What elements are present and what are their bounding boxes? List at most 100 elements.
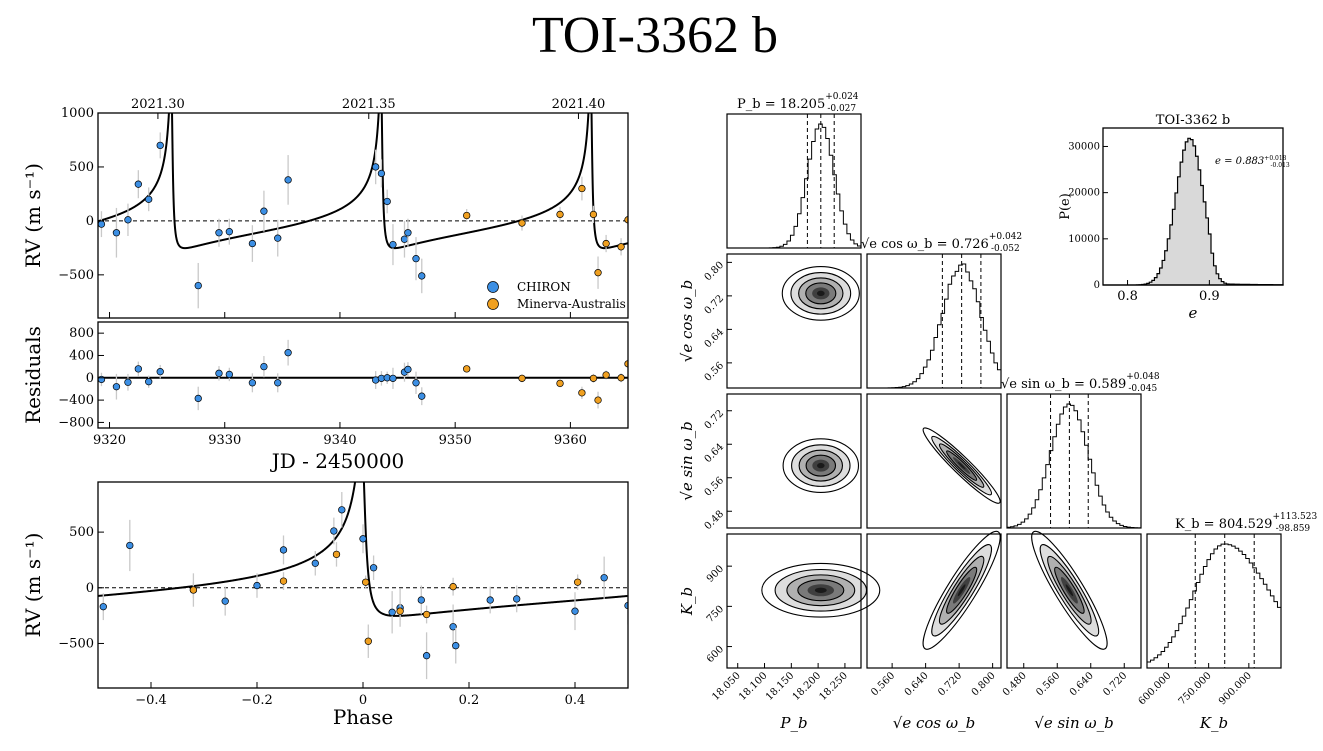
y-tick-label: 500: [69, 160, 94, 175]
corner-cell-s-c: [866, 393, 1002, 529]
rv-point-chiron: [156, 141, 164, 150]
phase-point-chiron: [330, 527, 338, 535]
marginal-histogram: [1006, 403, 1142, 529]
rv-point-chiron: [215, 229, 223, 237]
y-axis-label: √e cos ω_b: [678, 280, 696, 362]
model-curve: [98, 482, 628, 617]
y-tick-label: 0.72: [703, 408, 727, 432]
x-tick-label: 9340: [323, 433, 356, 448]
x-tick-label: 18.100: [737, 670, 770, 703]
phase-point-chiron: [422, 652, 431, 660]
density-contour: [1065, 584, 1074, 597]
x-tick-label: 0.800: [970, 670, 998, 698]
corner-cell-c-P: 0.56 0.64 0.72 0.80 √e cos ω_b: [678, 253, 862, 389]
phase-point-chiron: [388, 608, 396, 616]
y-axis-label: Residuals: [21, 326, 45, 424]
marginal-histogram: [727, 123, 862, 249]
cell-frame: [1146, 533, 1282, 669]
y-tick-label: 0.80: [703, 260, 727, 284]
y-tick-label: 750: [705, 604, 726, 625]
density-contour: [816, 290, 825, 297]
density-contour: [957, 584, 966, 597]
rv-point-minerva: [556, 210, 564, 219]
y-tick-label: 20000: [1068, 188, 1100, 199]
marginal-title-upper: +0.024: [825, 92, 859, 102]
rv-point-chiron: [404, 229, 412, 237]
rv-point-minerva: [518, 219, 526, 227]
legend-minerva-label: Minerva-Australis: [517, 297, 626, 311]
rv-point-minerva: [578, 184, 586, 193]
x-tick-label: 9360: [554, 433, 587, 448]
y-tick-label: 500: [69, 525, 94, 540]
x-tick-label: 900.000: [1217, 670, 1254, 707]
marginal-title-lower: -0.052: [991, 244, 1020, 254]
resid-point-chiron: [145, 378, 153, 386]
phase-point-chiron: [338, 506, 346, 514]
x-tick-label: 18.050: [710, 670, 743, 703]
cell-frame: [866, 253, 1002, 389]
phase-point-chiron: [279, 546, 288, 554]
phase-point-chiron: [452, 642, 460, 650]
resid-point-minerva: [578, 389, 586, 397]
legend-chiron-marker: [487, 281, 499, 293]
x-tick-label: 18.250: [818, 670, 851, 703]
x-tick-label: 0.560: [1034, 670, 1062, 698]
marginal-title-main: K_b = 804.529: [1175, 517, 1272, 532]
marginal-title-lower: -98.859: [1276, 524, 1311, 534]
marginal-title-upper: +113.523: [1272, 512, 1317, 522]
resid-point-chiron: [404, 365, 412, 374]
corner-cell-P-P: P_b = 18.205+0.024-0.027P_b = 18.205^{+0…: [726, 92, 862, 249]
resid-point-minerva: [594, 396, 602, 404]
y-tick-label: 900: [705, 564, 726, 585]
rv-point-chiron: [98, 220, 106, 228]
rv-point-chiron: [284, 176, 292, 184]
corner-cell-K-K: K_b = 804.529+113.523 -98.859K_b = 804.52…: [1137, 512, 1318, 732]
rv-point-minerva: [617, 243, 625, 251]
model-curve: [98, 113, 628, 250]
density-contour: [817, 462, 825, 469]
x-tick-label: 0.9: [1199, 289, 1220, 304]
rv-point-chiron: [260, 207, 268, 215]
rv-point-chiron: [124, 216, 132, 224]
rv-point-minerva: [463, 211, 471, 220]
x-tick-label: 600.000: [1137, 670, 1174, 707]
cell-frame: [866, 533, 1002, 669]
y-tick-label: 0.64: [703, 442, 727, 466]
phase-point-chiron: [311, 559, 319, 567]
cell-frame: [726, 253, 862, 389]
x-tick-label: 0.8: [1117, 289, 1138, 304]
y-tick-label: 800: [69, 326, 94, 341]
cell-frame: [726, 113, 862, 249]
y-tick-label: −800: [58, 415, 94, 430]
resid-point-minerva: [602, 371, 610, 379]
marginal-title: √e sin ω_b = 0.589+0.048 -0.045: [1001, 372, 1160, 394]
marginal-title-lower: -0.045: [1128, 384, 1157, 394]
y-axis-label: K_b: [678, 587, 696, 616]
rv-point-chiron: [412, 255, 420, 263]
corner-cell-K-c: 0.560 0.640 0.720 0.800 √e cos ω_b: [866, 530, 1002, 732]
marginal-title-upper: +0.042: [989, 232, 1022, 242]
resid-point-minerva: [624, 360, 628, 368]
phase-point-chiron: [369, 564, 378, 572]
y-tick-label: −400: [58, 393, 94, 408]
y-tick-label: −500: [58, 268, 94, 283]
rv-point-chiron: [389, 240, 397, 249]
marginal-title-main: √e sin ω_b = 0.589: [1001, 377, 1126, 392]
phase-point-chiron: [571, 607, 579, 615]
y-tick-label: −500: [58, 636, 94, 651]
annotation-lower: -0.013: [1271, 162, 1290, 169]
phase-point-chiron: [513, 595, 521, 603]
phase-point-chiron: [359, 535, 367, 543]
resid-point-chiron: [260, 362, 268, 371]
corner-plot: P_b = 18.205+0.024-0.027P_b = 18.205^{+0…: [678, 92, 1317, 732]
resid-point-minerva: [463, 365, 471, 373]
y-tick-label: 600: [705, 644, 726, 665]
density-contour: [814, 587, 827, 593]
x-tick-label: −0.2: [241, 693, 273, 708]
marginal-title-main: P_b = 18.205: [737, 97, 825, 112]
x-tick-label: −0.4: [135, 693, 167, 708]
y-tick-label: 400: [69, 348, 94, 363]
x-tick-label: 0.560: [869, 670, 897, 698]
rv-point-minerva: [624, 216, 628, 224]
